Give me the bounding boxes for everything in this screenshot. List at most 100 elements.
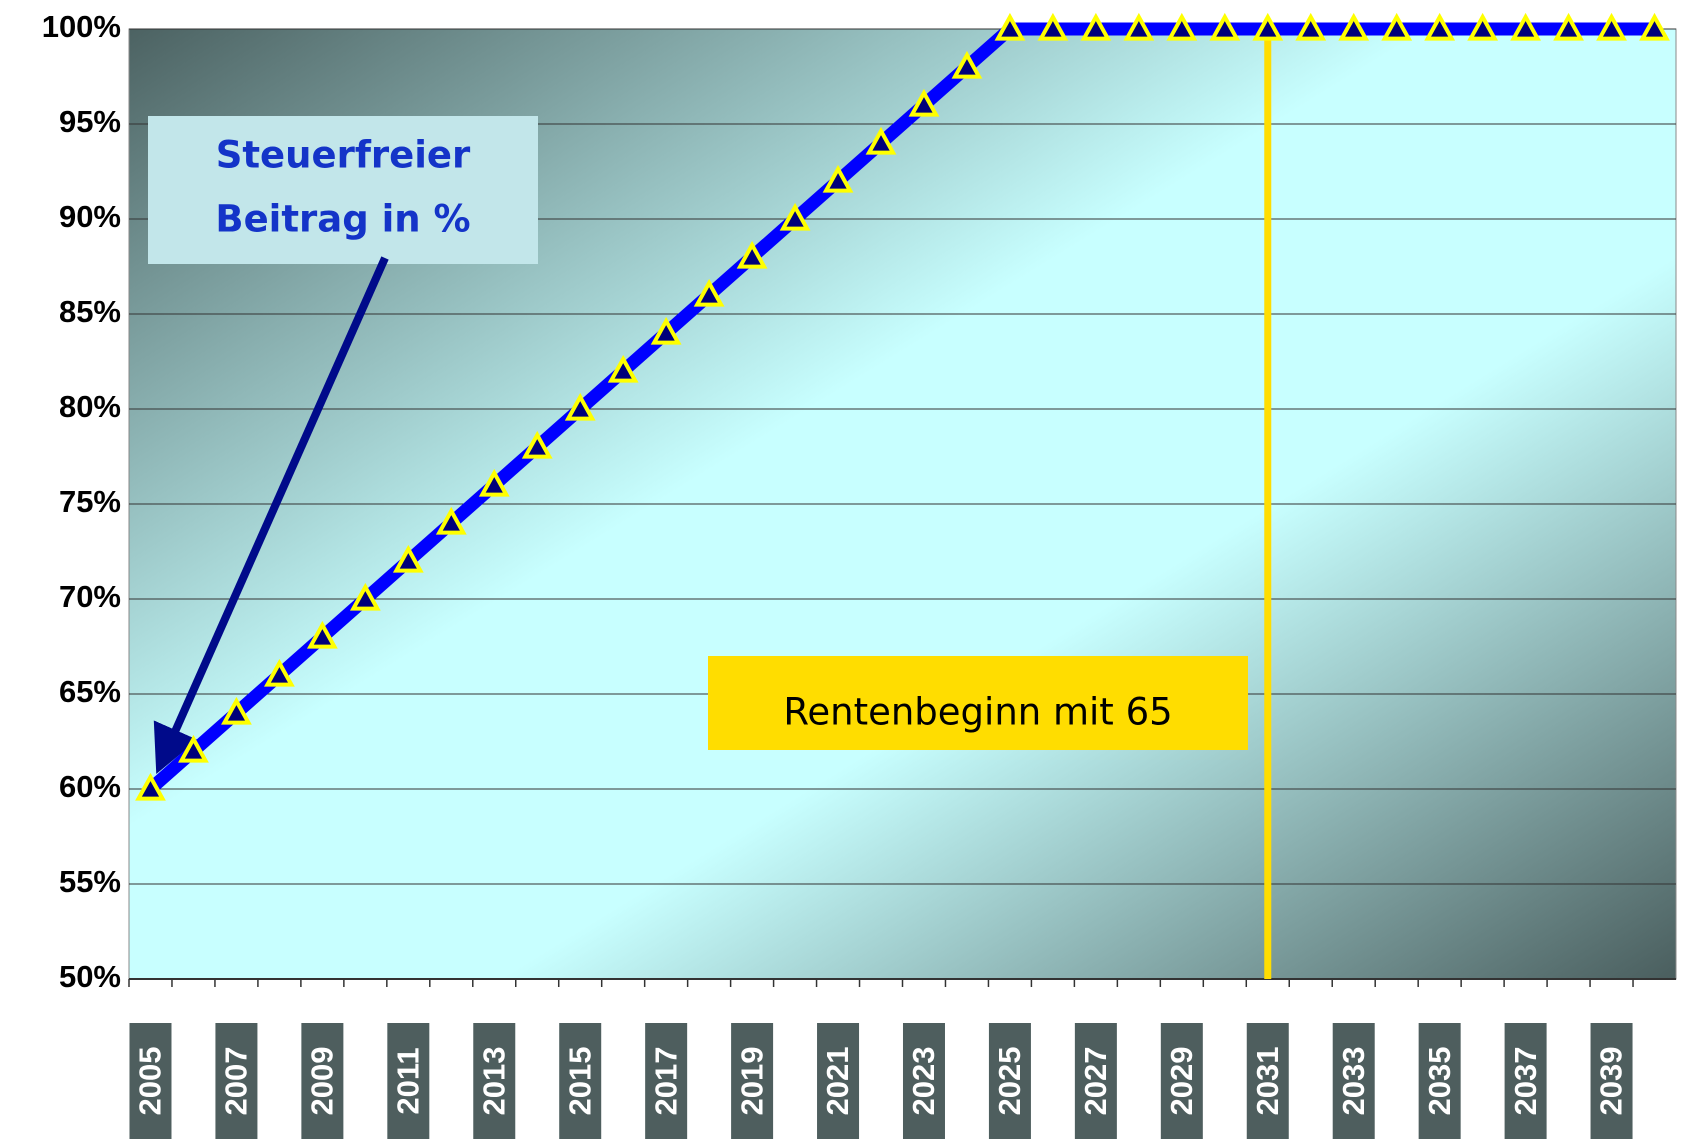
- y-tick-label: 65%: [59, 674, 121, 709]
- x-tick-group: 2009: [301, 1023, 344, 1139]
- marker: [865, 126, 897, 155]
- x-tick-box: [129, 1023, 172, 1139]
- y-tick-label: 70%: [59, 579, 121, 614]
- x-tick-group: 2029: [1160, 1023, 1203, 1139]
- marker: [822, 164, 854, 193]
- x-tick-box: [301, 1023, 344, 1139]
- x-tick-group: 2011: [387, 1023, 430, 1139]
- x-tick-box: [1074, 1023, 1117, 1139]
- x-tick-group: 2017: [645, 1023, 688, 1139]
- callout-arrow: [153, 256, 389, 774]
- y-tick-label: 55%: [59, 864, 121, 899]
- x-tick-box: [215, 1023, 258, 1139]
- marker: [1381, 12, 1413, 41]
- x-tick-label: 2029: [1164, 1047, 1199, 1116]
- marker: [1080, 12, 1112, 41]
- y-tick-label: 90%: [59, 199, 121, 234]
- marker: [1166, 12, 1198, 41]
- x-tick-label: 2023: [906, 1047, 941, 1116]
- marker: [1596, 12, 1627, 41]
- x-tick-box: [559, 1023, 602, 1139]
- y-tick-label: 80%: [59, 389, 121, 424]
- marker: [1510, 12, 1541, 41]
- x-tick-label: 2017: [648, 1047, 683, 1116]
- annotation-text: Rentenbeginn mit 65: [783, 691, 1172, 734]
- marker: [693, 278, 725, 307]
- x-tick-group: 2007: [215, 1023, 258, 1139]
- x-tick-label: 2007: [219, 1047, 254, 1116]
- x-tick-group: 2031: [1246, 1023, 1289, 1139]
- x-tick-label: 2033: [1336, 1047, 1371, 1116]
- x-tick-label: 2013: [476, 1047, 511, 1116]
- x-tick-group: 2033: [1332, 1023, 1375, 1139]
- callout-box: [148, 116, 538, 264]
- marker: [1639, 12, 1670, 41]
- x-tick-label: 2037: [1508, 1047, 1543, 1116]
- marker: [607, 354, 639, 383]
- marker: [392, 544, 424, 573]
- marker: [908, 88, 940, 117]
- x-tick-group: 2025: [988, 1023, 1031, 1139]
- x-tick-box: [902, 1023, 945, 1139]
- annotation-box: [708, 656, 1248, 750]
- x-tick-label: 2027: [1078, 1047, 1113, 1116]
- x-tick-label: 2019: [734, 1047, 769, 1116]
- x-tick-group: 2021: [817, 1023, 860, 1139]
- marker: [1123, 12, 1155, 41]
- x-tick-label: 2025: [992, 1047, 1027, 1116]
- marker: [650, 316, 682, 345]
- x-tick-box: [1246, 1023, 1289, 1139]
- marker: [435, 506, 467, 535]
- marker: [1037, 12, 1069, 41]
- x-tick-label: 2011: [391, 1047, 426, 1114]
- x-tick-box: [473, 1023, 516, 1139]
- x-tick-group: 2023: [902, 1023, 945, 1139]
- marker: [178, 734, 209, 763]
- marker: [478, 468, 510, 497]
- marker: [349, 582, 381, 611]
- x-tick-group: 2013: [473, 1023, 516, 1139]
- x-tick-box: [988, 1023, 1031, 1139]
- x-tick-group: 2035: [1418, 1023, 1461, 1139]
- marker: [779, 202, 811, 231]
- marker: [221, 696, 252, 725]
- x-tick-label: 2031: [1250, 1047, 1285, 1116]
- marker: [1467, 12, 1499, 41]
- x-tick-box: [731, 1023, 774, 1139]
- marker: [1338, 12, 1370, 41]
- x-tick-label: 2005: [133, 1047, 168, 1116]
- marker: [521, 430, 553, 459]
- callout-text: Steuerfreier: [216, 134, 471, 177]
- marker: [994, 12, 1026, 41]
- marker: [1252, 12, 1284, 41]
- marker: [1209, 12, 1241, 41]
- x-tick-group: 2015: [559, 1023, 602, 1139]
- x-tick-label: 2039: [1594, 1047, 1629, 1116]
- marker: [135, 772, 166, 801]
- marker: [1553, 12, 1584, 41]
- x-tick-label: 2015: [562, 1047, 597, 1116]
- x-tick-box: [817, 1023, 860, 1139]
- y-tick-label: 95%: [59, 104, 121, 139]
- x-tick-box: [645, 1023, 688, 1139]
- x-tick-box: [1332, 1023, 1375, 1139]
- x-tick-group: 2005: [129, 1023, 172, 1139]
- marker: [1424, 12, 1456, 41]
- x-tick-box: [1160, 1023, 1203, 1139]
- y-tick-label: 100%: [42, 9, 121, 44]
- x-tick-group: 2039: [1590, 1023, 1633, 1139]
- x-tick-box: [1418, 1023, 1461, 1139]
- marker: [306, 620, 338, 649]
- marker: [564, 392, 596, 421]
- x-tick-label: 2021: [820, 1047, 855, 1116]
- x-tick-box: [387, 1023, 430, 1139]
- x-tick-label: 2035: [1422, 1047, 1457, 1116]
- x-tick-group: 2027: [1074, 1023, 1117, 1139]
- x-tick-group: 2019: [731, 1023, 774, 1139]
- x-tick-group: 2037: [1504, 1023, 1547, 1139]
- marker: [1295, 12, 1327, 41]
- y-tick-label: 85%: [59, 294, 121, 329]
- y-tick-label: 75%: [59, 484, 121, 519]
- callout-text: Beitrag in %: [215, 198, 470, 241]
